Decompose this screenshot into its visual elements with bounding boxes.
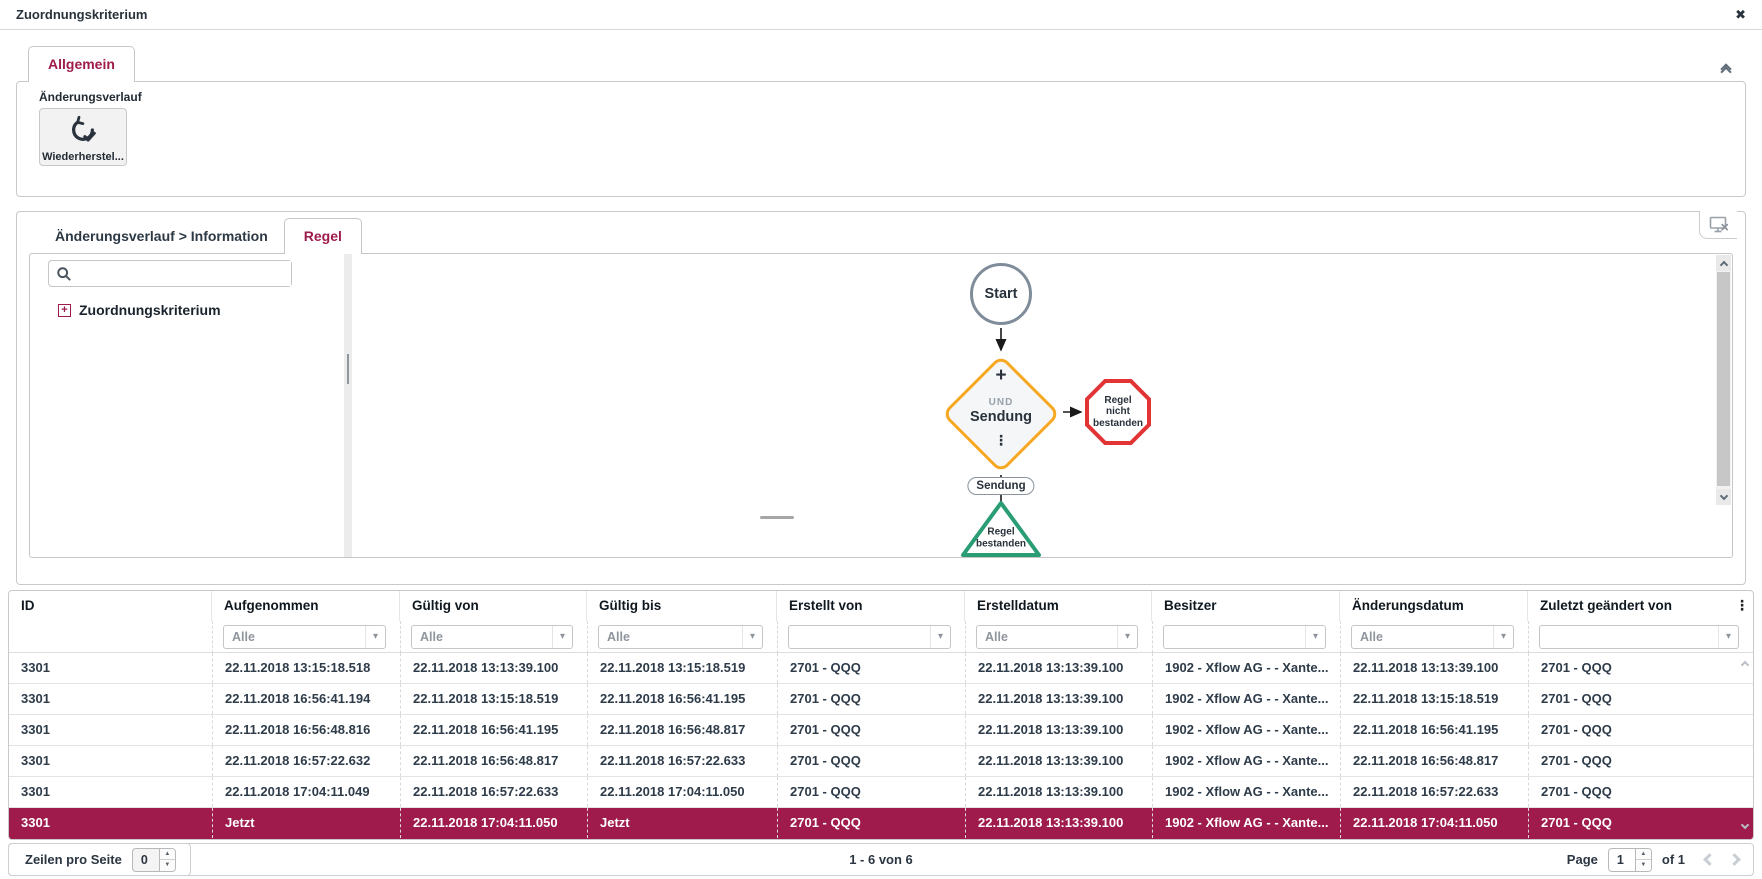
dropdown-arrow-icon: ▾ [552, 626, 572, 648]
table-row[interactable]: 3301 22.11.2018 16:56:41.194 22.11.2018 13… [9, 684, 1753, 715]
row-range-text: 1 - 6 von 6 [849, 852, 913, 867]
pass-node-label: Regel bestanden [975, 526, 1026, 550]
filter-erstellt-von[interactable]: ▾ [788, 625, 951, 649]
filter-gueltig-bis[interactable]: Alle ▾ [598, 625, 763, 649]
page-count-label: of 1 [1661, 852, 1685, 867]
column-header-gueltig-bis[interactable]: Gültig bis [587, 591, 777, 621]
previous-page-icon[interactable] [1703, 853, 1716, 866]
column-header-gueltig-von[interactable]: Gültig von [400, 591, 587, 621]
detail-panel: Änderungsverlauf > Information Regel + Z… [16, 211, 1746, 585]
filter-besitzer[interactable]: ▾ [1163, 625, 1326, 649]
table-row[interactable]: 3301 22.11.2018 16:56:48.816 22.11.2018 16… [9, 715, 1753, 746]
edge-label-sendung[interactable]: Sendung [967, 477, 1035, 495]
dropdown-arrow-icon: ▾ [930, 626, 950, 648]
tree-diagram-splitter[interactable] [344, 254, 352, 557]
column-header-aufgenommen[interactable]: Aufgenommen [212, 591, 400, 621]
dropdown-arrow-icon: ▾ [1493, 626, 1513, 648]
tab-aenderungsverlauf-information[interactable]: Änderungsverlauf > Information [55, 228, 268, 244]
stepper-down-icon[interactable]: ▼ [164, 862, 171, 868]
restore-history-icon [68, 115, 98, 151]
table-row[interactable]: 3301 22.11.2018 13:15:18.518 22.11.2018 13… [9, 653, 1753, 684]
window-title: Zuordnungskriterium [16, 7, 148, 22]
close-icon[interactable]: ✖ [1735, 7, 1746, 22]
section-label-aenderungsverlauf: Änderungsverlauf [39, 90, 142, 104]
column-header-zuletzt-geaendert-von[interactable]: Zuletzt geändert von [1540, 598, 1673, 613]
stepper-up-icon[interactable]: ▲ [1635, 849, 1651, 860]
table-row[interactable]: 3301 22.11.2018 16:57:22.632 22.11.2018 16… [9, 746, 1753, 777]
table-header-row: ID Aufgenommen Gültig von Gültig bis Ers… [9, 591, 1753, 621]
start-node[interactable]: Start [970, 263, 1032, 325]
filter-id [9, 621, 212, 653]
column-menu-icon[interactable]: ⋮ [1735, 597, 1749, 613]
dropdown-arrow-icon: ▾ [365, 626, 385, 648]
gate-add-icon[interactable]: + [995, 365, 1007, 386]
rows-per-page-label: Zeilen pro Seite [25, 852, 122, 867]
tab-allgemein[interactable]: Allgemein [28, 46, 135, 82]
table-filter-row: Alle ▾ Alle ▾ Alle ▾ ▾ Alle ▾ ▾ Alle ▾ ▾ [9, 621, 1753, 653]
rows-per-page-stepper[interactable]: 0 ▲ ▼ [131, 847, 176, 872]
tree-search-input[interactable] [72, 261, 291, 286]
history-table: ID Aufgenommen Gültig von Gültig bis Ers… [8, 590, 1754, 840]
tree-search[interactable] [48, 260, 292, 287]
filter-erstelldatum[interactable]: Alle ▾ [976, 625, 1138, 649]
restore-button-label: Wiederherstel... [42, 151, 124, 163]
pagination-group: Page 1 ▲ ▼ of 1 [1566, 847, 1753, 872]
tab-regel[interactable]: Regel [283, 218, 362, 254]
rule-editor-area: + Zuordnungskriterium Start + [29, 253, 1733, 558]
page-stepper[interactable]: 1 ▲ ▼ [1607, 847, 1652, 872]
table-row-selected[interactable]: 3301 Jetzt 22.11.2018 17:04:11.050 Jetzt 270… [9, 808, 1753, 839]
column-header-erstellt-von[interactable]: Erstellt von [777, 591, 965, 621]
next-page-icon[interactable] [1728, 853, 1741, 866]
filter-aufgenommen[interactable]: Alle ▾ [223, 625, 386, 649]
collapse-panel-icon[interactable] [1706, 63, 1746, 82]
fail-node[interactable]: Regel nicht bestanden [1085, 379, 1151, 445]
column-header-erstelldatum[interactable]: Erstelldatum [965, 591, 1152, 621]
stepper-up-icon[interactable]: ▲ [159, 849, 175, 860]
stepper-down-icon[interactable]: ▼ [1640, 862, 1647, 868]
scroll-up-icon[interactable] [1716, 255, 1731, 271]
gate-menu-icon[interactable]: ⋮ [994, 432, 1008, 448]
gate-label: Sendung [969, 409, 1033, 425]
search-icon [57, 266, 71, 281]
restore-button[interactable]: Wiederherstel... [39, 108, 127, 166]
monitor-icon [1709, 216, 1728, 232]
general-panel: Allgemein Änderungsverlauf Wiederherstel… [16, 46, 1746, 197]
window-titlebar: Zuordnungskriterium ✖ [0, 0, 1762, 30]
filter-gueltig-von[interactable]: Alle ▾ [411, 625, 573, 649]
scrollbar-thumb[interactable] [1717, 272, 1730, 486]
gate-operator: UND [988, 397, 1014, 408]
dropdown-arrow-icon: ▾ [1305, 626, 1325, 648]
rows-per-page-group: Zeilen pro Seite 0 ▲ ▼ [8, 843, 191, 876]
fit-to-screen-button[interactable] [1699, 211, 1737, 239]
dropdown-arrow-icon: ▾ [1718, 626, 1738, 648]
table-row[interactable]: 3301 22.11.2018 17:04:11.049 22.11.2018 16… [9, 777, 1753, 808]
tree-node-zuordnungskriterium[interactable]: + Zuordnungskriterium [58, 302, 344, 318]
column-header-aenderungsdatum[interactable]: Änderungsdatum [1340, 591, 1528, 621]
dropdown-arrow-icon: ▾ [742, 626, 762, 648]
filter-aenderungsdatum[interactable]: Alle ▾ [1351, 625, 1514, 649]
page-label: Page [1566, 852, 1598, 867]
diagram-vertical-scrollbar[interactable] [1716, 255, 1731, 505]
tree-expander-icon[interactable]: + [58, 303, 71, 317]
scroll-down-icon[interactable] [1716, 489, 1731, 505]
rule-tree-pane: + Zuordnungskriterium [30, 254, 344, 557]
column-header-besitzer[interactable]: Besitzer [1152, 591, 1340, 621]
table-scroll-down-icon[interactable] [1740, 820, 1750, 831]
rule-flow-diagram: Start + UND Sendung ⋮ Regel nicht bestan… [352, 254, 1732, 557]
filter-zuletzt-geaendert-von[interactable]: ▾ [1539, 625, 1739, 649]
column-header-id[interactable]: ID [9, 591, 212, 621]
horizontal-resize-grip[interactable] [760, 516, 794, 519]
dropdown-arrow-icon: ▾ [1117, 626, 1137, 648]
fail-node-label: Regel nicht bestanden [1093, 394, 1144, 429]
table-scroll-up-icon[interactable] [1740, 659, 1750, 670]
table-footer: Zeilen pro Seite 0 ▲ ▼ 1 - 6 von 6 Page … [8, 843, 1754, 876]
tree-node-label: Zuordnungskriterium [79, 302, 221, 318]
